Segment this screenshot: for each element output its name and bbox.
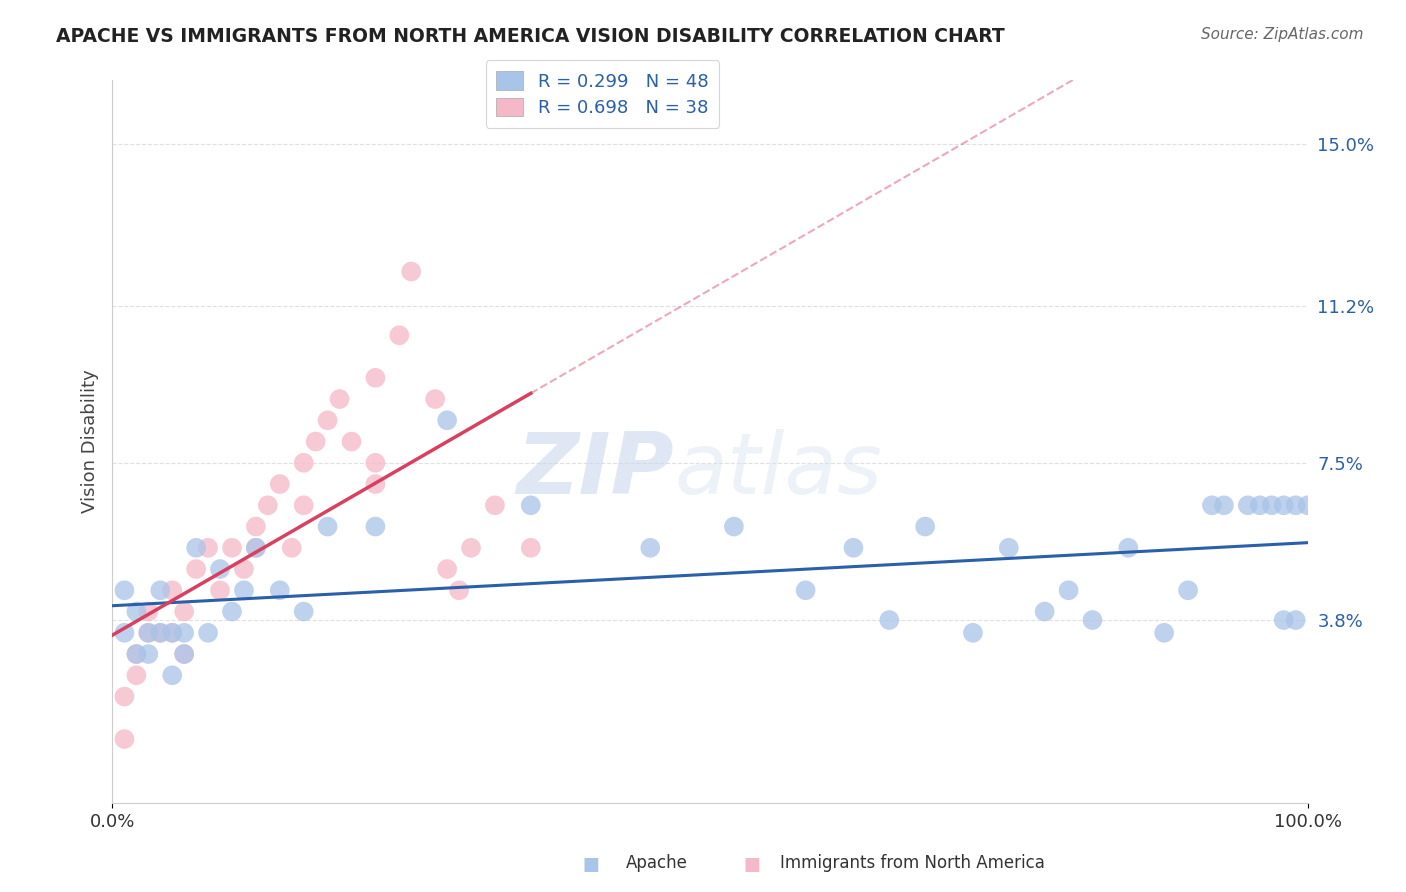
Point [173, 605, 195, 619]
Point [520, 541, 543, 555]
Point [292, 456, 315, 470]
Point [125, 605, 148, 619]
Point [269, 477, 291, 491]
Point [125, 647, 148, 661]
Point [842, 541, 865, 555]
Point [138, 647, 160, 661]
Point [1201, 498, 1223, 512]
Point [125, 668, 148, 682]
Point [1272, 613, 1295, 627]
Point [425, 392, 447, 406]
Text: Immigrants from North America: Immigrants from North America [780, 855, 1045, 872]
Point [316, 413, 339, 427]
Text: atlas: atlas [675, 429, 882, 512]
Point [436, 562, 458, 576]
Point [1118, 541, 1140, 555]
Point [436, 413, 458, 427]
Point [269, 583, 291, 598]
Point [173, 647, 195, 661]
Point [245, 541, 267, 555]
Point [162, 583, 183, 598]
Point [197, 625, 219, 640]
Point [1285, 613, 1308, 627]
Point [114, 690, 135, 704]
Point [1057, 583, 1080, 598]
Point [914, 519, 936, 533]
Point [794, 583, 817, 598]
Point [364, 456, 387, 470]
Point [173, 647, 195, 661]
Text: APACHE VS IMMIGRANTS FROM NORTH AMERICA VISION DISABILITY CORRELATION CHART: APACHE VS IMMIGRANTS FROM NORTH AMERICA … [56, 27, 1005, 45]
Point [1272, 498, 1295, 512]
Point [305, 434, 328, 449]
Point [1237, 498, 1260, 512]
Point [173, 625, 195, 640]
Point [245, 519, 267, 533]
Point [723, 519, 745, 533]
Point [364, 371, 387, 385]
Point [125, 647, 148, 661]
Point [221, 605, 243, 619]
Text: Apache: Apache [626, 855, 688, 872]
Point [316, 519, 339, 533]
Point [640, 541, 662, 555]
Point [460, 541, 482, 555]
Point [1249, 498, 1271, 512]
Text: ▪: ▪ [742, 849, 762, 878]
Point [1081, 613, 1104, 627]
Point [149, 625, 172, 640]
Point [138, 605, 160, 619]
Point [114, 583, 135, 598]
Point [401, 264, 423, 278]
Point [114, 625, 135, 640]
Text: Source: ZipAtlas.com: Source: ZipAtlas.com [1201, 27, 1364, 42]
Point [292, 498, 315, 512]
Point [162, 625, 183, 640]
Point [364, 477, 387, 491]
Point [281, 541, 304, 555]
Point [257, 498, 280, 512]
Point [138, 625, 160, 640]
Point [1177, 583, 1199, 598]
Point [520, 498, 543, 512]
Legend: R = 0.299   N = 48, R = 0.698   N = 38: R = 0.299 N = 48, R = 0.698 N = 38 [485, 61, 720, 128]
Point [114, 732, 135, 747]
Point [364, 519, 387, 533]
Point [209, 562, 232, 576]
Point [340, 434, 363, 449]
Point [292, 605, 315, 619]
Point [1033, 605, 1056, 619]
Point [484, 498, 506, 512]
Point [1213, 498, 1236, 512]
Point [1296, 498, 1319, 512]
Point [162, 625, 183, 640]
Point [879, 613, 901, 627]
Point [186, 541, 208, 555]
Point [221, 541, 243, 555]
Point [197, 541, 219, 555]
Point [1285, 498, 1308, 512]
Point [1261, 498, 1284, 512]
Point [149, 583, 172, 598]
Point [245, 541, 267, 555]
Text: ▪: ▪ [581, 849, 600, 878]
Point [1153, 625, 1175, 640]
Point [162, 668, 183, 682]
Point [962, 625, 984, 640]
Y-axis label: Vision Disability: Vision Disability [80, 369, 98, 514]
Point [209, 583, 232, 598]
Point [233, 562, 256, 576]
Point [186, 562, 208, 576]
Point [138, 625, 160, 640]
Point [149, 625, 172, 640]
Text: ZIP: ZIP [516, 429, 675, 512]
Point [329, 392, 352, 406]
Point [388, 328, 411, 343]
Point [233, 583, 256, 598]
Point [449, 583, 471, 598]
Point [998, 541, 1021, 555]
